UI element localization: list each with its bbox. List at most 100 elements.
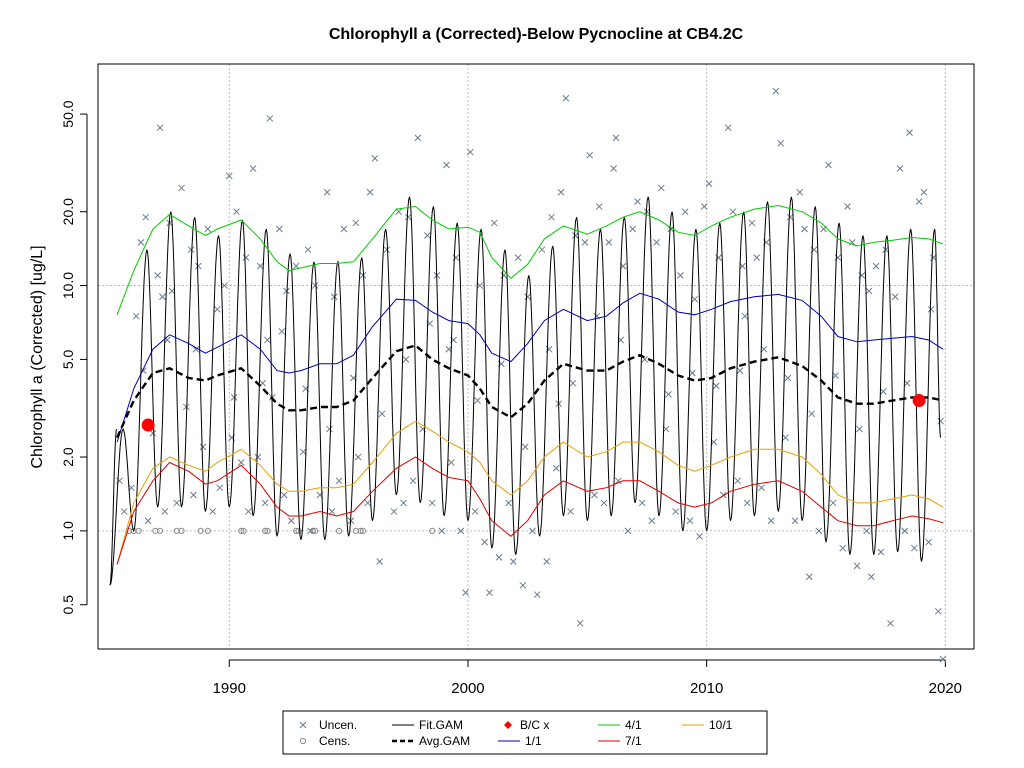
uncensored-point: [266, 115, 274, 122]
uncensored-point: [839, 544, 847, 552]
uncensored-point: [879, 388, 887, 395]
uncensored-point: [287, 517, 295, 525]
uncensored-point: [178, 184, 185, 192]
censored-point: [238, 527, 245, 534]
uncensored-point: [486, 589, 493, 597]
uncensored-point: [901, 527, 909, 535]
uncensored-point: [132, 312, 140, 320]
uncensored-point: [299, 448, 307, 456]
uncensored-point: [887, 619, 894, 627]
uncensored-point: [326, 425, 333, 433]
uncensored-point: [323, 188, 331, 196]
uncensored-point: [474, 397, 481, 404]
legend-label: Uncen.: [319, 718, 357, 732]
uncensored-point: [712, 382, 720, 390]
censored-point: [204, 527, 211, 534]
uncensored-point: [758, 484, 765, 492]
uncensored-point: [428, 499, 436, 507]
uncensored-point: [204, 225, 212, 233]
censored-point: [309, 527, 316, 534]
uncensored-point: [915, 198, 923, 205]
legend-swatch-censored: [299, 737, 307, 745]
uncensored-point: [576, 619, 584, 627]
uncensored-point: [614, 477, 622, 485]
uncensored-point: [524, 293, 531, 301]
uncensored-point: [383, 246, 391, 254]
uncensored-point: [543, 558, 551, 565]
uncensored-point: [736, 367, 744, 374]
uncensored-point: [677, 272, 684, 279]
y-tick-label: 5.0: [60, 349, 76, 369]
legend-swatch-bc: [504, 721, 512, 729]
uncensored-point: [624, 527, 632, 535]
uncensored-point: [815, 527, 823, 535]
uncensored-point: [254, 453, 262, 461]
uncensored-point: [784, 374, 792, 382]
legend: Uncen. Cens. Fit.GAM Avg.GAM B/C x 1/1 4/1 7/1 1…: [282, 710, 768, 755]
censored-point: [240, 527, 247, 534]
uncensored-point: [672, 508, 679, 515]
uncensored-point: [896, 165, 904, 172]
uncensored-point: [149, 429, 157, 437]
legend-label: Fit.GAM: [419, 718, 463, 732]
uncensored-point: [490, 219, 498, 227]
censored-point: [335, 527, 343, 534]
uncensored-point: [937, 417, 944, 425]
uncensored-point: [159, 293, 166, 301]
uncensored-point: [927, 305, 935, 313]
legend-item-1-1: 1/1: [498, 734, 542, 748]
uncensored-point: [891, 293, 899, 301]
uncensored-point: [591, 491, 598, 499]
uncensored-point: [796, 188, 804, 196]
uncensored-point: [120, 508, 128, 515]
legend-swatch-uncensored: [299, 721, 307, 729]
chart-title: Chlorophyll a (Corrected)-Below Pycnocli…: [329, 26, 744, 43]
uncensored-point: [242, 254, 250, 261]
uncensored-point: [605, 238, 613, 246]
uncensored-point: [359, 272, 367, 279]
uncensored-point: [667, 225, 675, 233]
uncensored-point: [457, 527, 465, 535]
uncensored-point: [863, 527, 870, 535]
uncensored-point: [777, 139, 785, 147]
y-tick-label: 2.0: [60, 447, 76, 467]
uncensored-point: [395, 208, 403, 216]
uncensored-point: [264, 336, 271, 344]
legend-box: [282, 710, 768, 755]
uncensored-point: [390, 508, 398, 515]
uncensored-point: [352, 219, 360, 227]
censored-point: [197, 527, 204, 534]
uncensored-point: [256, 262, 264, 270]
legend-label: B/C x: [520, 718, 549, 732]
censored-point: [261, 527, 269, 534]
uncensored-point: [600, 499, 608, 507]
uncensored-point: [638, 499, 646, 507]
uncensored-point: [552, 464, 560, 472]
plot-frame: [97, 63, 975, 650]
uncensored-point: [225, 172, 233, 180]
y-tick-label: 50.0: [60, 100, 76, 127]
uncensored-point: [791, 517, 799, 525]
uncensored-point: [925, 538, 933, 546]
uncensored-point: [261, 499, 269, 507]
legend-label: 4/1: [625, 718, 642, 732]
uncensored-point: [245, 508, 252, 515]
series-line-7-1: [116, 456, 944, 565]
uncensored-point: [476, 282, 484, 289]
uncensored-point: [829, 499, 837, 507]
uncensored-point: [519, 581, 527, 589]
uncensored-point: [199, 443, 207, 451]
uncensored-point: [495, 553, 503, 561]
uncensored-point: [782, 434, 789, 441]
uncensored-point: [216, 484, 224, 492]
uncensored-point: [276, 225, 283, 233]
uncensored-point: [481, 538, 489, 546]
legend-item-10-1: 10/1: [682, 718, 733, 732]
uncensored-point: [786, 213, 794, 221]
uncensored-point: [402, 356, 410, 363]
uncensored-point: [567, 508, 574, 515]
legend-item-cens-: Cens.: [299, 734, 350, 748]
uncensored-point: [471, 508, 479, 515]
series-line-1-1: [116, 292, 944, 443]
uncensored-point: [330, 293, 338, 301]
